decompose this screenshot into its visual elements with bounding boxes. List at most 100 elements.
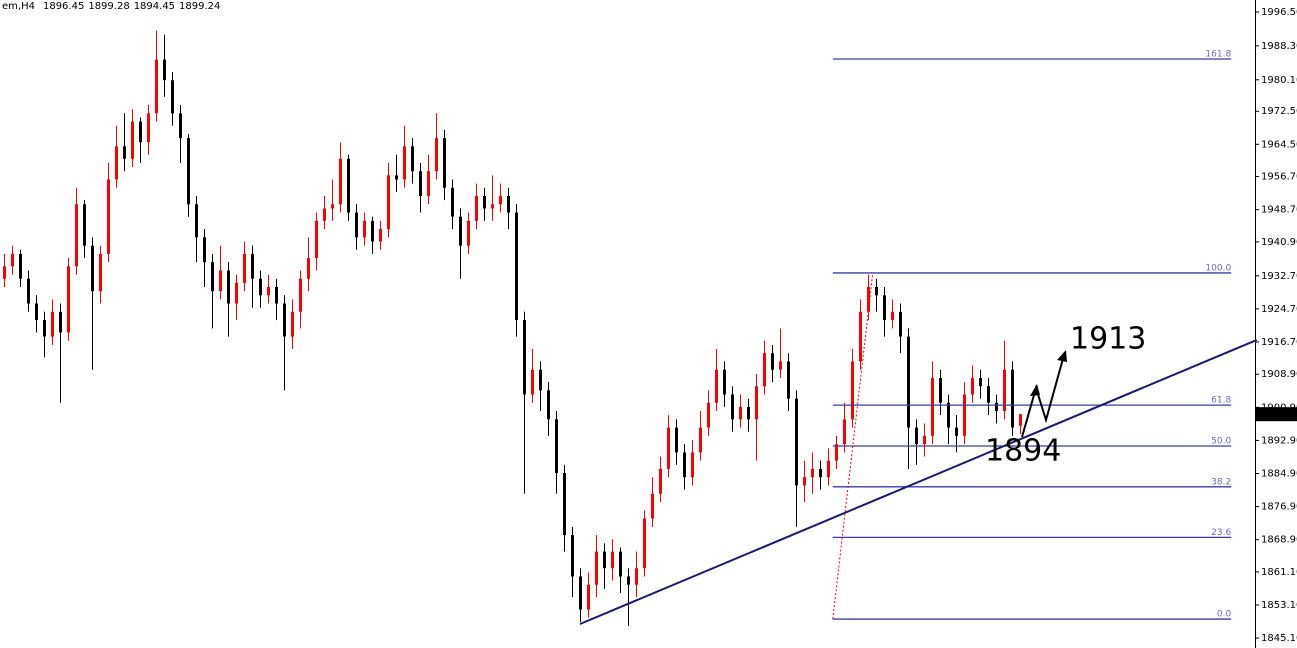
candle-body: [299, 278, 302, 312]
candle-body: [595, 551, 598, 585]
y-tick-label: 1964.50: [1261, 139, 1297, 150]
candle-body: [683, 452, 686, 478]
candle-body: [619, 551, 622, 577]
candle-body: [883, 295, 886, 321]
candle-body: [851, 361, 854, 420]
high: 1899.28: [88, 1, 129, 12]
candle-body: [1011, 369, 1014, 428]
candle-body: [563, 473, 566, 536]
y-tick-label: 1868.90: [1261, 535, 1297, 546]
candle-body: [283, 303, 286, 337]
y-tick-label: 1861.10: [1261, 567, 1297, 578]
candle-body: [747, 406, 750, 420]
y-tick-label: 1980.10: [1261, 75, 1297, 86]
candle-body: [171, 80, 174, 114]
candle-body: [387, 175, 390, 230]
candle-body: [67, 266, 70, 333]
candle-body: [483, 196, 486, 209]
candle-body: [651, 493, 654, 519]
y-tick-label: 1956.70: [1261, 172, 1297, 183]
candle-body: [907, 336, 910, 428]
candle-body: [931, 377, 934, 436]
y-tick-label: 1916.70: [1261, 337, 1297, 348]
fib-label: 61.8: [1211, 396, 1231, 406]
fib-label: 50.0: [1211, 436, 1231, 446]
trendline: [579, 338, 1258, 625]
candle-body: [635, 568, 638, 585]
candle-body: [763, 353, 766, 387]
arrow-head: [1030, 384, 1040, 396]
candle-body: [195, 204, 198, 238]
candle-body: [587, 584, 590, 610]
candle-body: [915, 427, 918, 445]
candle-body: [947, 402, 950, 428]
projection-arrow: [1021, 354, 1065, 438]
candle-body: [131, 121, 134, 159]
candle-body: [243, 253, 246, 283]
candle-body: [259, 278, 262, 296]
chart-header: em,H4 1896.45 1899.28 1894.45 1899.24: [2, 1, 220, 12]
candle-body: [35, 303, 38, 321]
candle-body: [675, 427, 678, 453]
y-tick-label: 1924.70: [1261, 304, 1297, 315]
candle-body: [491, 204, 494, 209]
candle-body: [339, 158, 342, 205]
candle-body: [75, 204, 78, 267]
candle-body: [59, 311, 62, 333]
candle-body: [867, 286, 870, 312]
candle-body: [603, 551, 606, 569]
candle-body: [531, 369, 534, 395]
candle-body: [547, 390, 550, 420]
candle-body: [659, 468, 662, 494]
candle-body: [779, 361, 782, 370]
candle-body: [363, 220, 366, 238]
candle-body: [819, 468, 822, 478]
candle-body: [499, 196, 502, 205]
candle-body: [571, 535, 574, 577]
fib-label: 23.6: [1211, 528, 1231, 538]
candle-body: [323, 208, 326, 221]
candle-body: [899, 311, 902, 337]
candle-body: [91, 245, 94, 292]
candle-body: [835, 444, 838, 461]
candle-body: [515, 212, 518, 321]
y-tick-label: 1972.50: [1261, 106, 1297, 117]
candle-body: [955, 427, 958, 436]
candle-body: [1003, 369, 1006, 412]
candle-body: [307, 258, 310, 279]
candle-body: [771, 353, 774, 370]
candle-body: [443, 138, 446, 188]
candle-body: [27, 278, 30, 304]
y-tick-label: 1884.90: [1261, 468, 1297, 479]
low: 1894.45: [134, 1, 175, 12]
candle-body: [19, 253, 22, 279]
candle-body: [355, 212, 358, 238]
candle-body: [291, 311, 294, 337]
y-tick-label: 1948.70: [1261, 205, 1297, 216]
candle-body: [667, 427, 670, 469]
candle-body: [723, 369, 726, 395]
candle-body: [203, 237, 206, 263]
candle-body: [179, 113, 182, 139]
candle-body: [475, 196, 478, 221]
arrow-head: [1057, 350, 1067, 362]
candle-body: [699, 427, 702, 453]
fib-label: 38.2: [1211, 477, 1231, 487]
y-tick-label: 1940.90: [1261, 237, 1297, 248]
candle-body: [539, 369, 542, 391]
y-tick-label: 1996.50: [1261, 7, 1297, 18]
close: 1899.24: [179, 1, 220, 12]
candle-body: [251, 253, 254, 279]
candle-body: [155, 59, 158, 114]
candle-body: [347, 158, 350, 213]
candle-body: [579, 576, 582, 610]
fib-label: 100.0: [1205, 263, 1231, 273]
candle-body: [379, 229, 382, 242]
candle-body: [219, 270, 222, 292]
y-tick-label: 1908.90: [1261, 369, 1297, 380]
candle-body: [11, 253, 14, 267]
candle-body: [755, 386, 758, 420]
candle-body: [891, 311, 894, 321]
candle-body: [147, 113, 150, 143]
